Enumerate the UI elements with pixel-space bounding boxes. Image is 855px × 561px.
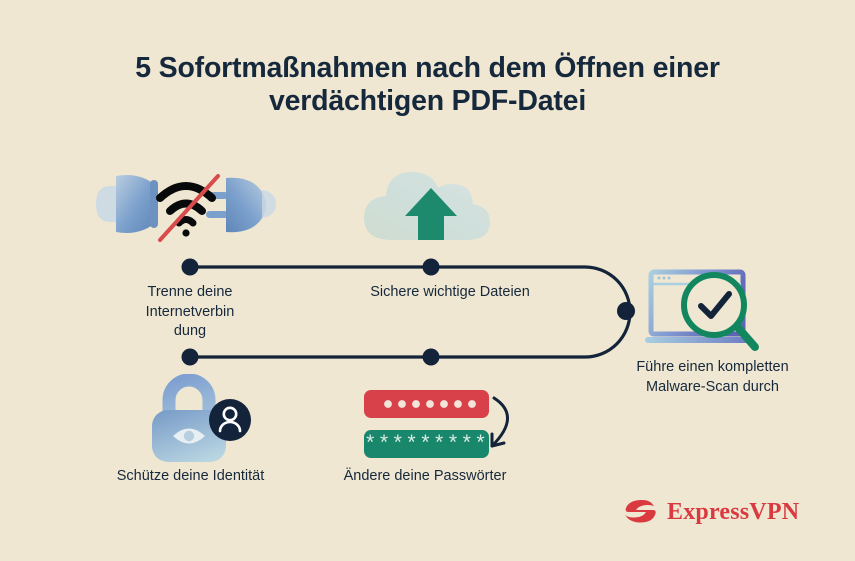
plug-left [96, 175, 158, 233]
brand-wordmark: ExpressVPN [667, 499, 800, 525]
label-scan: Führe einen kompletten Malware-Scan durc… [600, 358, 825, 397]
new-password-mask: ********* [364, 434, 488, 457]
wifi-arcs [156, 182, 216, 237]
plug-right [206, 177, 276, 233]
laptop-magnifier-check-icon [644, 268, 764, 356]
change-password-arrow-icon [490, 396, 509, 448]
new-password-field [364, 430, 489, 458]
page-title-line-1: 5 Sofortmaßnahmen nach dem Öffnen einer [135, 52, 720, 84]
padlock-user-icon [146, 373, 256, 468]
label-backup: Sichere wichtige Dateien [330, 283, 570, 303]
password-fields-icon: ********* [360, 388, 530, 462]
label-identity: Schütze deine Identität [88, 467, 293, 487]
check-icon [698, 291, 732, 319]
page-title-line-2: verdächtigen PDF-Datei [268, 85, 587, 117]
flow-node-disconnect [181, 258, 199, 276]
laptop-base [645, 337, 749, 343]
flow-node-backup [422, 258, 440, 276]
label-disconnect-line-2: Internetverbin [145, 303, 235, 320]
page-title: 5 Sofortmaßnahmen nach dem Öffnen einer … [0, 52, 855, 118]
label-disconnect: Trenne deine Internetverbin dung [105, 283, 275, 342]
label-disconnect-line-1: Trenne deine [147, 284, 233, 300]
expressvpn-e-logo-icon [625, 500, 656, 523]
wifi-disconnected-plug-icon [88, 158, 298, 250]
cloud-upload-icon [356, 158, 506, 248]
label-scan-line-1: Führe einen kompletten [636, 359, 789, 375]
label-disconnect-line-3: dung [173, 323, 207, 339]
label-backup-line-1: Sichere wichtige Dateien [370, 284, 530, 300]
label-identity-line-1: Schütze deine Identität [116, 468, 265, 484]
flow-node-scan [617, 302, 635, 320]
padlock-shackle [162, 373, 216, 414]
label-scan-line-2: Malware-Scan durch [646, 378, 779, 395]
flow-node-identity [181, 348, 199, 366]
brand-logo: ExpressVPN [624, 497, 799, 527]
label-passwords: Ändere deine Passwörter [300, 467, 550, 487]
label-passwords-line-1: Ändere deine Passwörter [343, 468, 507, 484]
flow-node-passwords [422, 348, 440, 366]
magnifier-lens [681, 272, 747, 338]
upload-arrow-icon [405, 188, 457, 240]
wifi-slash-icon [158, 174, 220, 242]
